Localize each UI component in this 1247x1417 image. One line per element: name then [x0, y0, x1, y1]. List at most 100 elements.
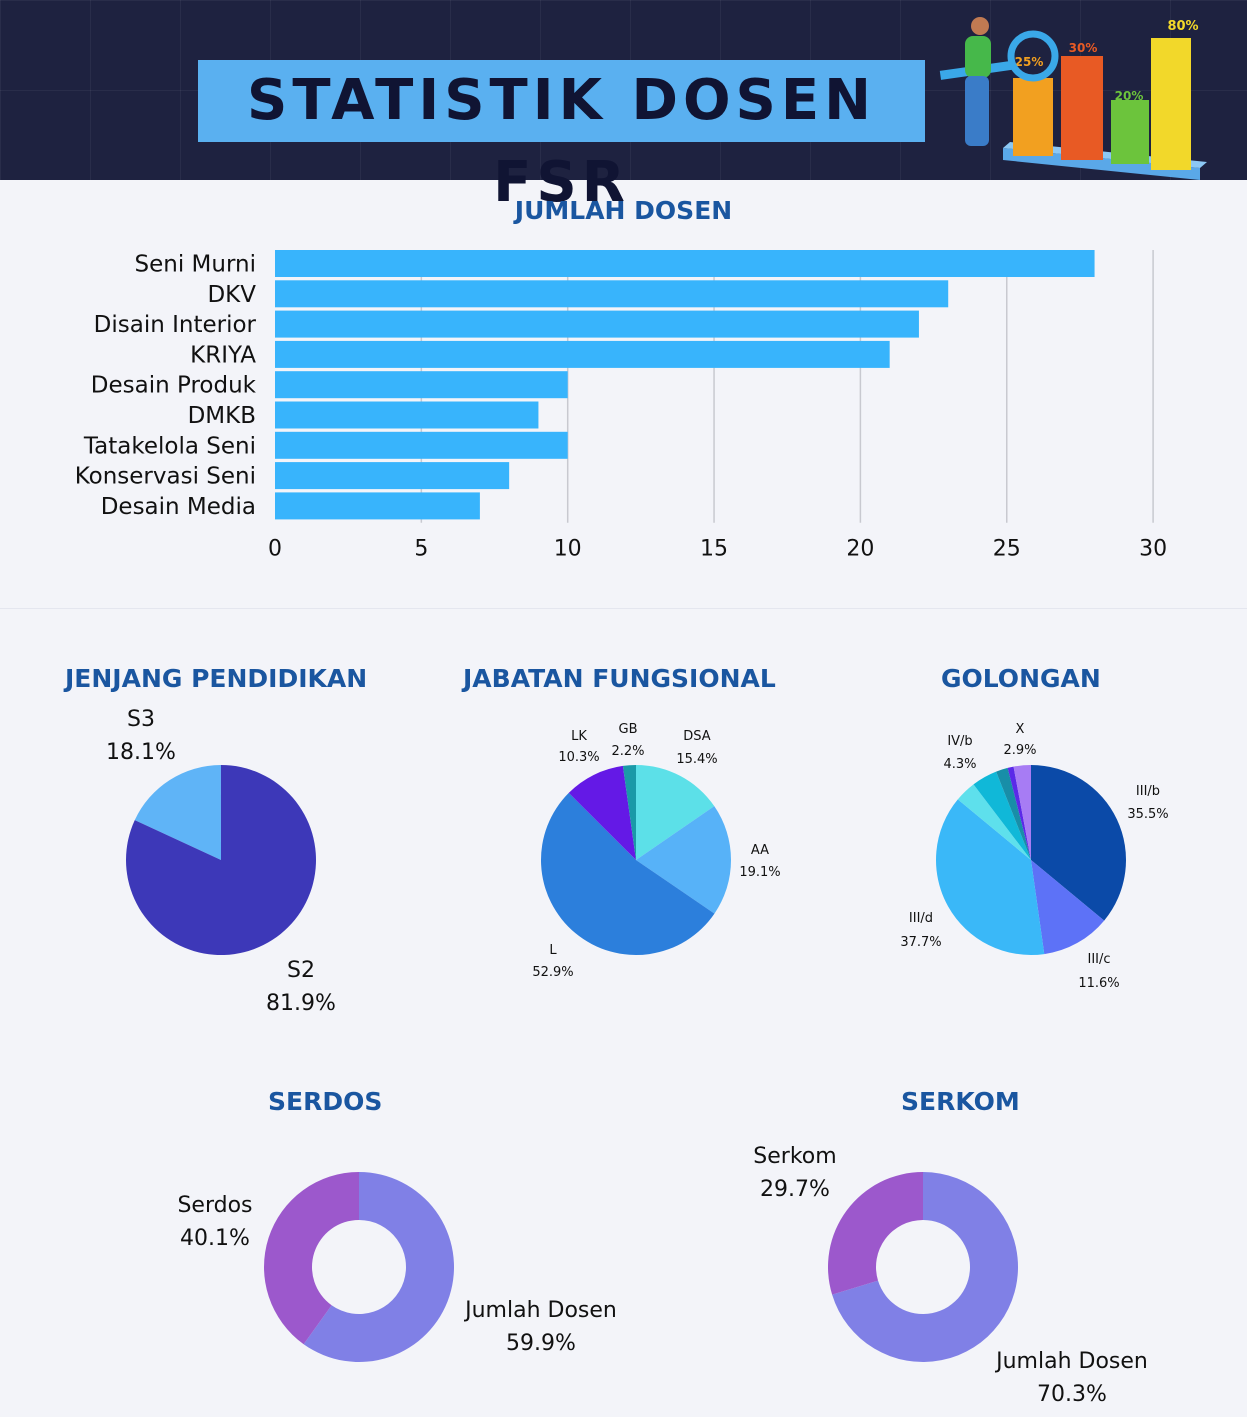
person-legs [965, 76, 989, 146]
category-label-disain-interior: Disain Interior [94, 312, 257, 338]
golongan-slice-unlabeled-6 [1007, 766, 1031, 860]
x-tick-label-5: 5 [414, 537, 428, 562]
bar-desain-media [275, 492, 480, 520]
golongan-pct-iii-d: 37.7% [900, 935, 941, 950]
golongan-label-iv-b: IV/b [947, 734, 972, 749]
x-tick-label-20: 20 [846, 537, 874, 562]
serdos-title: SERDOS [268, 1087, 383, 1116]
serdos-label-serdos: Serdos [177, 1193, 252, 1218]
page-title: STATISTIK DOSEN FSR [246, 68, 876, 215]
jabatan-slice-aa [636, 806, 731, 914]
illustration-bar-2 [1061, 56, 1103, 160]
serkom-label-serkom: Serkom [753, 1144, 836, 1169]
serdos-label-jumlah-dosen: Jumlah Dosen [463, 1298, 617, 1323]
illustration-bar-3 [1111, 100, 1149, 164]
illustration-bar-4 [1151, 38, 1191, 170]
jabatan-label-dsa: DSA [683, 729, 711, 744]
jenjang-slice-s2 [125, 765, 316, 956]
illustration-bar-1 [1013, 78, 1053, 156]
x-tick-label-0: 0 [268, 537, 282, 562]
category-label-dmkb: DMKB [188, 403, 256, 429]
golongan-pct-iii-c: 11.6% [1078, 976, 1119, 991]
x-tick-label-10: 10 [554, 537, 582, 562]
jumlah-dosen-bar-chart: 0 5 10 15 20 25 30 Seni Murni DKV Disain Interior… [75, 250, 1167, 562]
jenjang-label-s3: S3 [127, 707, 155, 732]
golongan-slice-unlabeled-3 [957, 784, 1031, 860]
jabatan-pct-gb: 2.2% [611, 744, 644, 759]
section-divider [0, 608, 1247, 609]
header-banner: STATISTIK DOSEN FSR 25% 30% 20% 80% [0, 0, 1247, 215]
jabatan-pct-lk: 10.3% [558, 750, 599, 765]
x-tick-label-25: 25 [993, 537, 1021, 562]
jabatan-title: JABATAN FUNGSIONAL [463, 664, 776, 693]
golongan-slice-iii-b [1031, 765, 1126, 921]
title-box: STATISTIK DOSEN FSR [198, 60, 925, 215]
golongan-slice-x [1013, 765, 1031, 860]
category-label-kriya: KRIYA [190, 342, 256, 368]
person-body [965, 36, 991, 78]
serkom-pct-jumlah-dosen: 70.3% [1037, 1382, 1107, 1407]
golongan-pct-iii-b: 35.5% [1127, 807, 1168, 822]
jabatan-slice-gb [622, 765, 636, 860]
illustration-label-3: 20% [1115, 89, 1144, 103]
illustration-label-4: 80% [1167, 19, 1198, 34]
jabatan-label-gb: GB [619, 722, 638, 737]
serkom-label-jumlah-dosen: Jumlah Dosen [994, 1349, 1148, 1374]
golongan-title: GOLONGAN [941, 664, 1101, 693]
golongan-slice-iv-b [973, 771, 1031, 860]
person-head [971, 17, 989, 35]
jabatan-slice-l [540, 792, 715, 956]
golongan-pct-x: 2.9% [1003, 743, 1036, 758]
magnifier-icon [1007, 30, 1059, 82]
category-label-desain-produk: Desain Produk [91, 373, 257, 399]
category-label-tatakelola-seni: Tatakelola Seni [83, 433, 256, 459]
category-label-seni-murni: Seni Murni [135, 252, 256, 278]
golongan-slice-unlabeled-5 [996, 767, 1031, 860]
illustration-label-2: 30% [1069, 41, 1098, 55]
category-label-konservasi-seni: Konservasi Seni [75, 464, 256, 490]
serdos-slice-jumlah-dosen [303, 1172, 454, 1362]
jabatan-label-l: L [549, 943, 557, 958]
bar-disain-interior [275, 310, 919, 338]
serkom-slice-jumlah-dosen [832, 1172, 1019, 1363]
golongan-pct-iv-b: 4.3% [943, 757, 976, 772]
jabatan-slice-lk [568, 765, 636, 860]
jenjang-title: JENJANG PENDIDIKAN [65, 664, 368, 693]
serkom-title: SERKOM [901, 1087, 1020, 1116]
jabatan-pct-l: 52.9% [532, 965, 573, 980]
bar-chart-title: JUMLAH DOSEN [514, 196, 733, 225]
jabatan-pct-dsa: 15.4% [676, 752, 717, 767]
serdos-slice-serdos [263, 1172, 359, 1345]
jenjang-pct-s3: 18.1% [106, 740, 176, 765]
bar-tatakelola-seni [275, 431, 568, 459]
illustration-label-1: 25% [1015, 55, 1044, 69]
statistics-illustration: 25% 30% 20% 80% [939, 17, 1207, 180]
x-tick-label-15: 15 [700, 537, 728, 562]
golongan-label-iii-b: III/b [1136, 784, 1160, 799]
jabatan-label-lk: LK [571, 729, 587, 744]
golongan-label-iii-c: III/c [1087, 952, 1110, 967]
category-label-desain-media: Desain Media [101, 494, 256, 520]
bar-dmkb [275, 401, 539, 429]
jenjang-label-s2: S2 [287, 958, 315, 983]
jabatan-label-aa: AA [751, 843, 769, 858]
x-tick-label-30: 30 [1139, 537, 1167, 562]
jabatan-slice-dsa [636, 765, 715, 860]
golongan-slice-iii-d [936, 799, 1045, 955]
category-label-dkv: DKV [207, 282, 256, 308]
golongan-label-iii-d: III/d [909, 911, 933, 926]
bar-desain-produk [275, 371, 568, 399]
jabatan-pct-aa: 19.1% [739, 865, 780, 880]
bar-dkv [275, 280, 949, 308]
bar-kriya [275, 340, 890, 368]
jenjang-pct-s2: 81.9% [266, 991, 336, 1016]
serkom-slice-serkom [828, 1172, 923, 1295]
bar-seni-murni [275, 250, 1095, 277]
serdos-pct-jumlah-dosen: 59.9% [506, 1331, 576, 1356]
bar-konservasi-seni [275, 462, 510, 490]
serkom-pct-serkom: 29.7% [760, 1177, 830, 1202]
serdos-pct-serdos: 40.1% [180, 1226, 250, 1251]
jenjang-slice-s3 [134, 765, 221, 860]
golongan-slice-iii-c [1031, 860, 1105, 955]
